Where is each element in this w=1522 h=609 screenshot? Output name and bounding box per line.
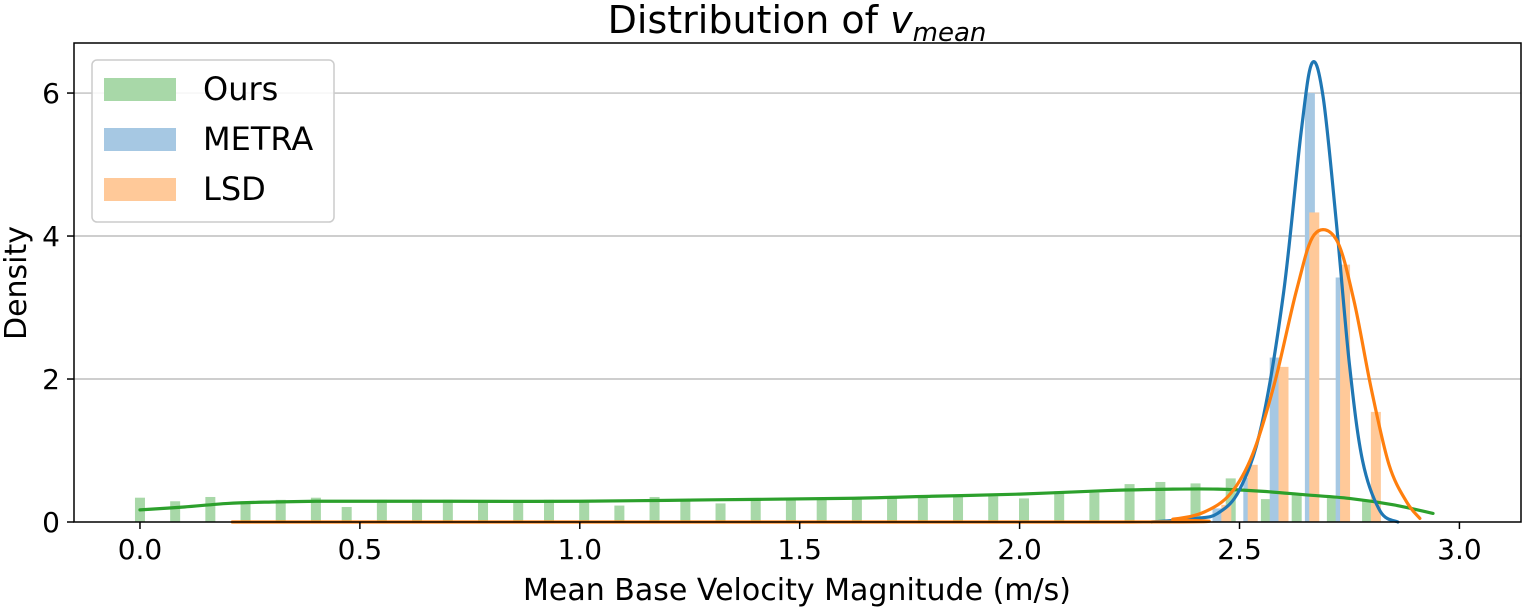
bar-ours [1291, 494, 1302, 522]
legend-label-metra: METRA [203, 120, 313, 158]
bar-lsd [1221, 504, 1232, 522]
bar-ours [1190, 483, 1201, 522]
bar-ours [917, 496, 928, 522]
bar-ours [240, 501, 251, 522]
bar-ours [442, 499, 453, 522]
bar-ours [715, 503, 726, 522]
y-tick-label: 2 [42, 363, 60, 396]
bar-ours [376, 499, 387, 522]
bar-ours [412, 499, 423, 522]
bar-ours [649, 496, 660, 522]
bar-lsd [1309, 212, 1320, 522]
bar-ours [785, 497, 796, 522]
bar-ours [275, 499, 286, 522]
legend: Ours METRA LSD [91, 59, 335, 223]
bar-ours [1155, 481, 1166, 522]
kde-line-lsd [230, 228, 1422, 524]
chart-title: Distribution of vmean [608, 0, 987, 48]
bar-ours [544, 499, 555, 522]
bar-ours [205, 496, 216, 522]
bar-ours [1260, 499, 1271, 522]
bars-layer [134, 93, 1381, 523]
x-tick-label: 2.0 [997, 533, 1042, 566]
x-tick-label: 2.5 [1217, 533, 1262, 566]
bar-ours [341, 506, 352, 522]
bar-ours [1019, 498, 1030, 522]
legend-swatch-metra [104, 128, 176, 151]
y-tick-label: 0 [42, 506, 60, 539]
x-tick-label: 0.0 [118, 533, 163, 566]
bar-ours [988, 496, 999, 522]
y-tick-label: 6 [42, 77, 60, 110]
bar-ours [310, 497, 321, 522]
bar-lsd [1278, 366, 1289, 522]
bar-ours [953, 496, 964, 522]
legend-swatch-ours [104, 78, 176, 101]
bar-lsd [1247, 464, 1258, 522]
bar-lsd [1370, 411, 1381, 522]
bar-ours [579, 500, 590, 522]
bar-ours [513, 500, 524, 522]
legend-label-ours: Ours [203, 70, 278, 108]
bar-ours [1124, 484, 1135, 522]
kde-line-metra [1149, 60, 1400, 524]
bar-ours [816, 498, 827, 522]
bar-ours [1054, 491, 1065, 522]
x-axis: 0.0 0.5 1.0 1.5 2.0 2.5 3.0 [118, 522, 1482, 566]
x-tick-label: 1.5 [777, 533, 822, 566]
bar-ours [1362, 500, 1373, 522]
y-axis: 0 2 4 6 [42, 77, 74, 539]
kde-line-ours [138, 487, 1435, 516]
x-axis-label: Mean Base Velocity Magnitude (m/s) [523, 573, 1071, 608]
bar-ours [680, 500, 691, 522]
x-tick-label: 0.5 [338, 533, 383, 566]
bar-ours [851, 497, 862, 522]
x-tick-label: 3.0 [1437, 533, 1482, 566]
y-axis-label: Density [0, 226, 34, 340]
bar-ours [614, 505, 625, 522]
legend-label-lsd: LSD [203, 170, 266, 208]
y-tick-label: 4 [42, 220, 60, 253]
bar-ours [887, 497, 898, 522]
bar-ours [1326, 496, 1337, 522]
bar-ours [1225, 478, 1236, 522]
bar-ours [750, 498, 761, 522]
bar-lsd [1340, 264, 1351, 522]
bar-ours [1089, 492, 1100, 522]
plot-frame [73, 42, 1522, 523]
x-tick-label: 1.0 [558, 533, 603, 566]
bar-ours [478, 500, 489, 522]
bar-metra [1269, 357, 1280, 522]
legend-swatch-lsd [104, 178, 176, 201]
bar-ours [170, 501, 181, 522]
